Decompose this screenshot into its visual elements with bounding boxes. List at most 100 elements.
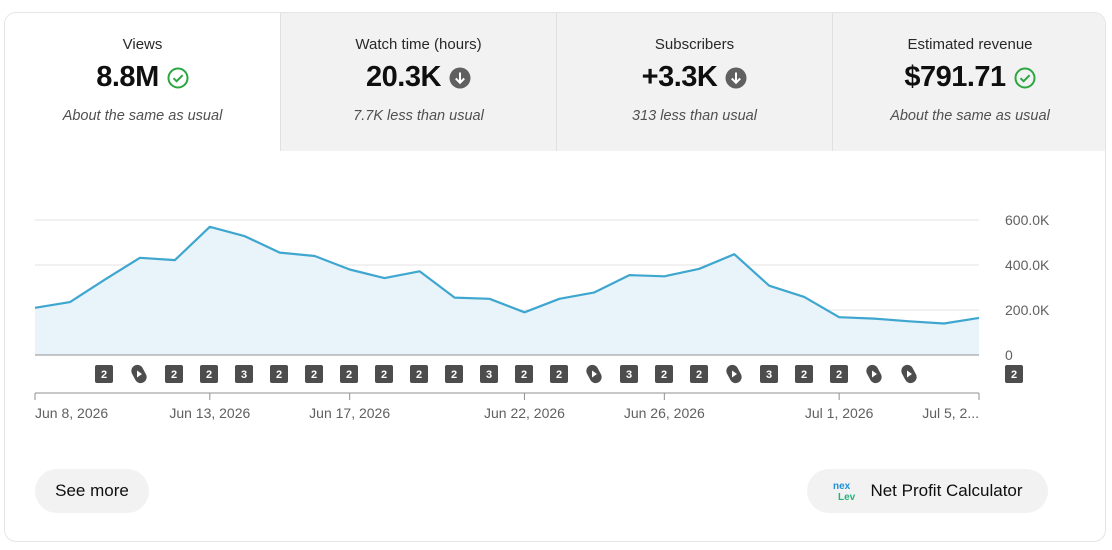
video-count-badge[interactable]: 2 (410, 365, 428, 383)
video-count-badge[interactable]: 2 (795, 365, 813, 383)
badge-box (690, 365, 708, 383)
badge-box (340, 365, 358, 383)
video-count-badge[interactable]: 2 (375, 365, 393, 383)
badge-count: 2 (661, 369, 667, 381)
tab-subscribers[interactable]: Subscribers +3.3K 313 less than usual (556, 13, 832, 151)
video-count-badge[interactable]: 2 (830, 365, 848, 383)
video-count-badge[interactable]: 2 (690, 365, 708, 383)
badge-box (795, 365, 813, 383)
badge-count: 2 (521, 369, 527, 381)
metric-label: Views (122, 36, 163, 53)
y-tick-label: 400.0K (1005, 257, 1050, 273)
tab-estimated-revenue[interactable]: Estimated revenue $791.71 About the same… (832, 13, 1105, 151)
nexlev-logo-icon: nex Lev (833, 481, 856, 503)
shorts-icon[interactable] (724, 363, 744, 385)
video-count-badge[interactable]: 3 (480, 365, 498, 383)
badge-box (655, 365, 673, 383)
shorts-play (907, 370, 912, 378)
badge-box (305, 365, 323, 383)
badge-box (200, 365, 218, 383)
badge-count: 2 (276, 369, 282, 381)
x-tick-label: Jul 1, 2026 (805, 405, 874, 421)
video-count-badge[interactable]: 3 (620, 365, 638, 383)
tab-watch-time[interactable]: Watch time (hours) 20.3K 7.7K less than … (280, 13, 556, 151)
badge-box (760, 365, 778, 383)
badge-count: 3 (486, 369, 492, 381)
metric-label: Estimated revenue (907, 36, 1033, 53)
video-count-badge[interactable]: 2 (655, 365, 673, 383)
shorts-icon[interactable] (129, 363, 149, 385)
net-profit-calculator-button[interactable]: nex Lev Net Profit Calculator (807, 469, 1048, 513)
shorts-play (732, 370, 737, 378)
x-tick-label: Jun 26, 2026 (624, 405, 705, 421)
svg-text:Lev: Lev (838, 492, 856, 503)
y-tick-label: 600.0K (1005, 212, 1050, 228)
metric-label: Watch time (hours) (355, 36, 482, 53)
arrow-down-circle-icon (449, 67, 471, 88)
metric-subtitle: 7.7K less than usual (353, 108, 484, 124)
badge-count: 2 (311, 369, 317, 381)
badge-count: 3 (626, 369, 632, 381)
views-series-line (34, 225, 980, 325)
views-area (35, 226, 979, 355)
x-tick-label: Jun 13, 2026 (169, 405, 250, 421)
svg-text:nex: nex (833, 481, 851, 492)
badge-box (375, 365, 393, 383)
calculator-label: Net Profit Calculator (870, 481, 1023, 500)
badge-box (620, 365, 638, 383)
metric-value: 20.3K (366, 61, 441, 93)
metric-subtitle: About the same as usual (890, 108, 1050, 124)
video-count-badge[interactable]: 2 (305, 365, 323, 383)
video-count-badge[interactable]: 2 (340, 365, 358, 383)
shorts-play (137, 370, 142, 378)
badge-count: 2 (451, 369, 457, 381)
badge-count: 2 (696, 369, 702, 381)
check-circle-icon (167, 67, 189, 88)
badge-count: 2 (1011, 369, 1017, 381)
see-more-button[interactable]: See more (35, 469, 149, 513)
badge-count: 2 (206, 369, 212, 381)
badge-box (830, 365, 848, 383)
badge-box (410, 365, 428, 383)
metric-label: Subscribers (654, 36, 735, 53)
badge-count: 2 (556, 369, 562, 381)
badge-box (270, 365, 288, 383)
check-circle-icon (1014, 67, 1036, 88)
tab-views[interactable]: Views 8.8M About the same as usual (5, 13, 280, 151)
y-tick-label: 200.0K (1005, 302, 1050, 318)
x-tick-label: Jul 5, 2... (922, 405, 979, 421)
arrow-down-circle-icon (725, 67, 747, 88)
video-count-badge[interactable]: 3 (235, 365, 253, 383)
metric-subtitle: 313 less than usual (632, 108, 757, 124)
badge-count: 2 (101, 369, 107, 381)
shorts-icon[interactable] (584, 363, 604, 385)
video-count-badge[interactable]: 2 (515, 365, 533, 383)
badge-count: 3 (766, 369, 772, 381)
video-count-badge[interactable]: 2 (1005, 365, 1023, 383)
video-count-badge[interactable]: 2 (445, 365, 463, 383)
badge-box (1005, 365, 1023, 383)
metric-subtitle: About the same as usual (62, 108, 223, 124)
x-tick-label: Jun 22, 2026 (484, 405, 565, 421)
shorts-play (872, 370, 877, 378)
badge-count: 2 (171, 369, 177, 381)
badge-box (445, 365, 463, 383)
video-count-badge[interactable]: 2 (200, 365, 218, 383)
badge-count: 3 (241, 369, 247, 381)
video-count-badge[interactable]: 2 (270, 365, 288, 383)
video-count-badge[interactable]: 2 (165, 365, 183, 383)
x-tick-label: Jun 8, 2026 (35, 405, 108, 421)
badge-count: 2 (801, 369, 807, 381)
video-count-badge[interactable]: 2 (550, 365, 568, 383)
metric-tabs: Views 8.8M About the same as usual Watch… (5, 13, 1105, 151)
video-count-badge[interactable]: 3 (760, 365, 778, 383)
shorts-play (592, 370, 597, 378)
y-tick-label: 0 (1005, 347, 1013, 363)
metric-value: 8.8M (96, 61, 159, 93)
badge-box (515, 365, 533, 383)
video-count-badge[interactable]: 2 (95, 365, 113, 383)
shorts-icon[interactable] (864, 363, 884, 385)
views-chart[interactable]: 600.0K 400.0K 200.0K 0 2 2 2 3 2 2 2 2 2 2 3 2 2 3 2 2 3 2 2 2 J… (5, 13, 1106, 463)
shorts-icon[interactable] (899, 363, 919, 385)
badge-count: 2 (381, 369, 387, 381)
